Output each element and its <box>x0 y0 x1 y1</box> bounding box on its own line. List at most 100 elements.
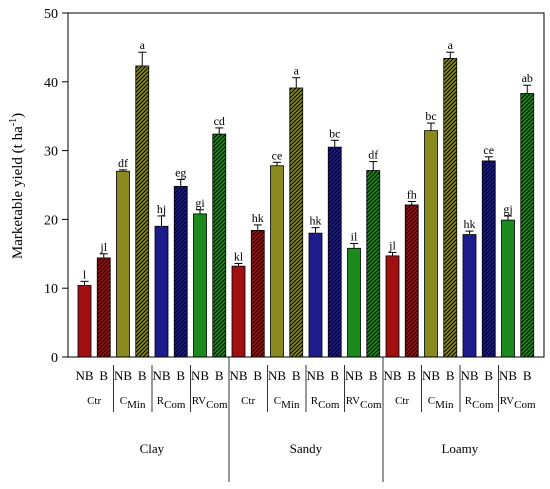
treatment-label-main: RV <box>346 395 360 407</box>
treatment-label: RVCom <box>500 395 536 411</box>
treatment-label: RCom <box>465 395 494 411</box>
bar-type-label: NB <box>499 368 517 383</box>
bar-type-label: NB <box>229 368 247 383</box>
bar-type-label: B <box>446 368 455 383</box>
significance-letter: bc <box>425 109 436 123</box>
bar <box>231 265 246 358</box>
treatment-label: Ctr <box>87 395 101 407</box>
bar-type-label: B <box>369 368 378 383</box>
y-tick-label: 30 <box>44 145 58 160</box>
treatment-label: Ctr <box>395 395 409 407</box>
significance-letters: ljldfahjeggicdklhkceahkbcildfjlfhbcahkce… <box>83 38 533 281</box>
significance-letter: bc <box>329 126 340 140</box>
bar <box>154 225 169 358</box>
treatment-label: CMin <box>120 395 146 411</box>
y-axis-label: Marketable yield (t ha-1) <box>8 113 26 259</box>
treatment-label-main: RV <box>500 395 514 407</box>
treatment-label-sub: Com <box>206 399 228 411</box>
bar-type-label: NB <box>422 368 440 383</box>
bar-type-label: B <box>215 368 224 383</box>
bar-type-label: B <box>176 368 185 383</box>
significance-letter: hk <box>464 217 476 231</box>
treatment-label-main: R <box>465 395 473 407</box>
significance-letter: il <box>351 229 358 243</box>
significance-letter: hk <box>310 214 322 228</box>
significance-letter: fh <box>407 188 417 202</box>
treatment-label-sub: Com <box>164 399 186 411</box>
bar <box>385 255 400 358</box>
bar-hatch <box>251 230 265 357</box>
bar-type-label: NB <box>306 368 324 383</box>
plot-frame <box>67 12 545 358</box>
bar-type-label: B <box>292 368 301 383</box>
treatment-label-main: Ctr <box>87 395 101 407</box>
treatment-label: Ctr <box>241 395 255 407</box>
significance-letter: df <box>118 156 128 170</box>
treatment-label-main: Ctr <box>395 395 409 407</box>
treatment-label-sub: Com <box>318 399 340 411</box>
bar-type-label: NB <box>152 368 170 383</box>
bar-type-label: NB <box>114 368 132 383</box>
bar <box>308 232 323 358</box>
bar-type-label: NB <box>268 368 286 383</box>
bar <box>347 247 361 358</box>
bar-hatch <box>366 170 380 357</box>
significance-letter: hj <box>157 202 166 216</box>
bars <box>77 58 535 358</box>
bar-type-label: B <box>523 368 532 383</box>
significance-letter: df <box>368 148 378 162</box>
soil-label: Clay <box>140 441 165 456</box>
bar-type-label: NB <box>460 368 478 383</box>
treatment-label-main: C <box>274 395 281 407</box>
bar-type-label: B <box>99 368 108 383</box>
bar-type-label: NB <box>191 368 209 383</box>
significance-letter: cd <box>214 114 225 128</box>
y-axis-label-sup: -1 <box>8 118 19 126</box>
soil-label: Sandy <box>290 441 323 456</box>
treatment-label-main: Ctr <box>241 395 255 407</box>
significance-letter: eg <box>175 165 186 179</box>
treatment-label-main: C <box>428 395 435 407</box>
bar-hatch <box>405 204 419 357</box>
treatment-label-main: R <box>157 395 165 407</box>
bar-hatch <box>174 186 188 357</box>
bar-type-label: B <box>484 368 493 383</box>
y-tick-label: 0 <box>51 351 58 366</box>
significance-letter: kl <box>234 249 244 263</box>
bar-hatch <box>212 134 226 357</box>
bar-type-label: NB <box>75 368 93 383</box>
treatment-label-main: RV <box>192 395 206 407</box>
treatment-label-sub: Com <box>514 399 536 411</box>
significance-letter: ab <box>522 71 533 85</box>
treatment-label-sub: Min <box>435 399 454 411</box>
treatment-label: RVCom <box>346 395 382 411</box>
bar-type-label: B <box>330 368 339 383</box>
bar-type-label: B <box>253 368 262 383</box>
bar <box>501 219 515 358</box>
bar <box>116 170 130 358</box>
significance-letter: ce <box>272 148 283 162</box>
significance-letter: ce <box>483 143 494 157</box>
bar-hatch <box>328 147 342 357</box>
treatment-label: RCom <box>311 395 340 411</box>
bar-type-label: NB <box>345 368 363 383</box>
treatment-label-sub: Com <box>360 399 382 411</box>
bar <box>193 213 207 358</box>
bar-hatch <box>520 93 534 357</box>
treatment-label-main: R <box>311 395 319 407</box>
bar-type-label: B <box>138 368 147 383</box>
bar <box>424 130 438 358</box>
significance-letter: l <box>83 267 87 281</box>
y-tick-label: 40 <box>44 76 58 91</box>
bar-hatch <box>482 160 496 357</box>
bar-hatch <box>135 65 149 357</box>
y-axis-label-main: Marketable yield (t ha <box>10 126 26 259</box>
soil-label: Loamy <box>441 441 478 456</box>
treatment-label-main: C <box>120 395 127 407</box>
bar <box>270 165 284 358</box>
significance-letter: jl <box>388 238 396 252</box>
treatment-label: CMin <box>274 395 300 411</box>
y-tick-label: 50 <box>44 7 58 22</box>
